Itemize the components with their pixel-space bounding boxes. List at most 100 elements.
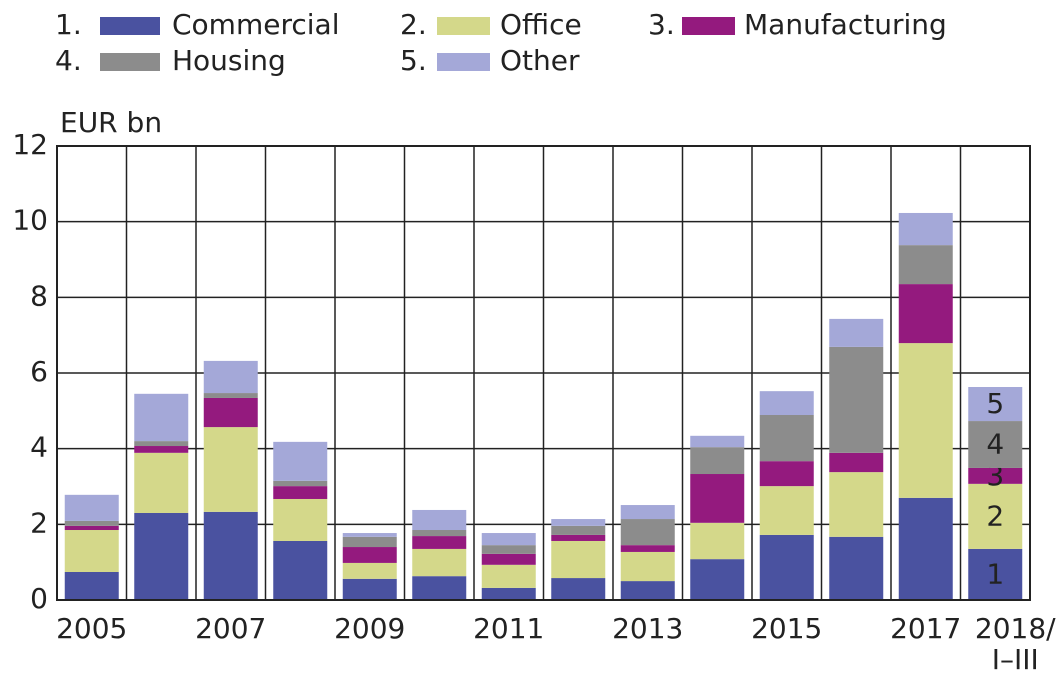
bar-segment bbox=[759, 534, 814, 600]
bar-segment bbox=[690, 447, 745, 475]
bar-segment bbox=[829, 452, 884, 473]
bar-segment bbox=[481, 553, 536, 565]
legend-swatch bbox=[437, 17, 490, 35]
bar-segment bbox=[64, 530, 119, 573]
legend-swatch bbox=[100, 17, 160, 35]
bar-segment bbox=[273, 480, 328, 487]
bar-segment bbox=[759, 391, 814, 415]
bar-segment bbox=[342, 578, 397, 600]
legend-label: Other bbox=[500, 44, 580, 77]
bar-segment bbox=[203, 397, 258, 428]
bar-segment bbox=[551, 540, 606, 579]
bar-segment bbox=[203, 511, 258, 600]
bar-segment bbox=[412, 536, 467, 549]
bar-segment bbox=[968, 548, 1023, 600]
bar-segment bbox=[898, 212, 953, 246]
bar-segment bbox=[273, 486, 328, 499]
legend-number: 3. bbox=[648, 8, 675, 41]
x-tick-label: 2009 bbox=[334, 612, 405, 645]
bar-segment bbox=[968, 467, 1023, 484]
bar-segment bbox=[64, 520, 119, 526]
legend-number: 5. bbox=[400, 44, 427, 77]
bar-segment bbox=[829, 346, 884, 453]
bar-segment bbox=[134, 441, 189, 447]
bar-segment bbox=[64, 572, 119, 600]
legend-label: Commercial bbox=[172, 8, 339, 41]
bar-segment bbox=[64, 525, 119, 531]
bar-segment bbox=[759, 461, 814, 487]
legend-label: Manufacturing bbox=[744, 8, 947, 41]
bar-segment bbox=[690, 522, 745, 560]
y-tick-label: 0 bbox=[30, 582, 48, 615]
x-tick-label: 2017 bbox=[890, 612, 961, 645]
x-tick-label: 2007 bbox=[195, 612, 266, 645]
legend-number: 1. bbox=[55, 8, 82, 41]
bar-segment bbox=[412, 509, 467, 531]
bar-segment bbox=[273, 441, 328, 481]
bar-segment bbox=[134, 393, 189, 442]
bar-segment bbox=[759, 414, 814, 462]
legend-swatch bbox=[100, 53, 160, 71]
bar-segment bbox=[898, 343, 953, 498]
bar-segment bbox=[620, 581, 675, 600]
legend-swatch bbox=[437, 53, 490, 71]
bar-segment bbox=[551, 525, 606, 535]
bar-segment bbox=[620, 505, 675, 520]
legend-label: Housing bbox=[172, 44, 286, 77]
bar-segment bbox=[968, 386, 1023, 422]
bar-label: 4 bbox=[986, 428, 1004, 461]
bar-segment bbox=[273, 540, 328, 600]
bar-segment bbox=[620, 545, 675, 552]
bar-segment bbox=[481, 564, 536, 588]
x-tick-label: 2011 bbox=[473, 612, 544, 645]
bar-label: 1 bbox=[986, 557, 1004, 590]
bar-segment bbox=[551, 534, 606, 541]
x-tick-label: 2005 bbox=[56, 612, 127, 645]
bar-segment bbox=[898, 284, 953, 344]
bar-segment bbox=[412, 548, 467, 577]
legend-number: 4. bbox=[55, 44, 82, 77]
bar-segment bbox=[203, 393, 258, 398]
y-tick-label: 2 bbox=[30, 506, 48, 539]
x-tick-label: 2013 bbox=[612, 612, 683, 645]
y-tick-label: 4 bbox=[30, 431, 48, 464]
bar-segment bbox=[690, 559, 745, 600]
bar-segment bbox=[134, 446, 189, 453]
legend-number: 2. bbox=[400, 8, 427, 41]
bar-segment bbox=[412, 576, 467, 600]
bar-segment bbox=[273, 498, 328, 541]
bar-label: 5 bbox=[986, 387, 1004, 420]
bar-segment bbox=[690, 474, 745, 523]
bar-segment bbox=[759, 486, 814, 535]
bar-segment bbox=[481, 533, 536, 546]
bar-segment bbox=[829, 472, 884, 537]
y-tick-label: 8 bbox=[30, 279, 48, 312]
bar-segment bbox=[829, 318, 884, 347]
y-tick-label: 10 bbox=[12, 204, 48, 237]
bar-segment bbox=[898, 497, 953, 600]
legend-label: Office bbox=[500, 8, 582, 41]
bar-segment bbox=[134, 512, 189, 600]
bar-segment bbox=[134, 452, 189, 513]
x-tick-label: 2015 bbox=[751, 612, 822, 645]
bar-segment bbox=[551, 519, 606, 526]
bar-segment bbox=[342, 562, 397, 579]
y-axis-label: EUR bn bbox=[60, 106, 162, 139]
bar-label: 2 bbox=[986, 499, 1004, 532]
bar-segment bbox=[898, 245, 953, 285]
bar-segment bbox=[412, 530, 467, 537]
bar-segment bbox=[203, 360, 258, 394]
bar-segment bbox=[620, 519, 675, 546]
bar-segment bbox=[203, 427, 258, 512]
y-tick-label: 12 bbox=[12, 128, 48, 161]
legend-swatch bbox=[682, 17, 735, 35]
bar-segment bbox=[342, 536, 397, 548]
bar-segment bbox=[968, 483, 1023, 549]
bar-segment bbox=[64, 494, 119, 521]
bar-segment bbox=[968, 421, 1023, 468]
x-tick-label: 2018/I–III bbox=[975, 612, 1056, 675]
bar-segment bbox=[342, 533, 397, 537]
bar-segment bbox=[481, 545, 536, 554]
bar-segment bbox=[481, 587, 536, 600]
